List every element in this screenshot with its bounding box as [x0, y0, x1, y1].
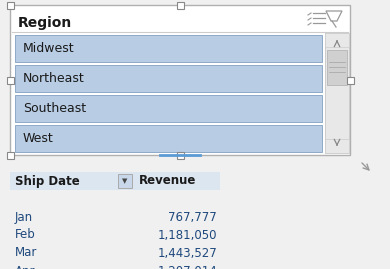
Bar [15, 125, 322, 152]
Bar [177, 151, 184, 158]
Bar [15, 65, 322, 92]
Text: West: West [23, 132, 54, 145]
Text: 1,207,014: 1,207,014 [157, 264, 217, 269]
Bar [7, 151, 14, 158]
Bar [325, 139, 349, 153]
Text: Revenue: Revenue [139, 175, 197, 187]
Text: 1,443,527: 1,443,527 [157, 246, 217, 260]
Bar [327, 50, 347, 85]
Text: ▼: ▼ [122, 178, 128, 184]
Bar [177, 2, 184, 9]
Text: Ship Date: Ship Date [15, 175, 80, 187]
Text: Mar: Mar [15, 246, 37, 260]
Text: Southeast: Southeast [23, 102, 86, 115]
Text: 1,181,050: 1,181,050 [158, 228, 217, 242]
Bar [346, 76, 353, 83]
Text: Northeast: Northeast [23, 72, 85, 85]
Bar [325, 33, 349, 153]
Bar [15, 95, 322, 122]
Bar [118, 174, 132, 188]
Bar [15, 35, 322, 62]
Bar [325, 33, 349, 47]
Text: Apr: Apr [15, 264, 35, 269]
Text: Feb: Feb [15, 228, 36, 242]
Text: Jan: Jan [15, 211, 33, 224]
Text: Midwest: Midwest [23, 42, 74, 55]
Bar [10, 172, 220, 190]
Bar [7, 76, 14, 83]
Text: 767,777: 767,777 [168, 211, 217, 224]
Text: Region: Region [18, 16, 72, 30]
Bar [10, 5, 350, 155]
Bar [7, 2, 14, 9]
